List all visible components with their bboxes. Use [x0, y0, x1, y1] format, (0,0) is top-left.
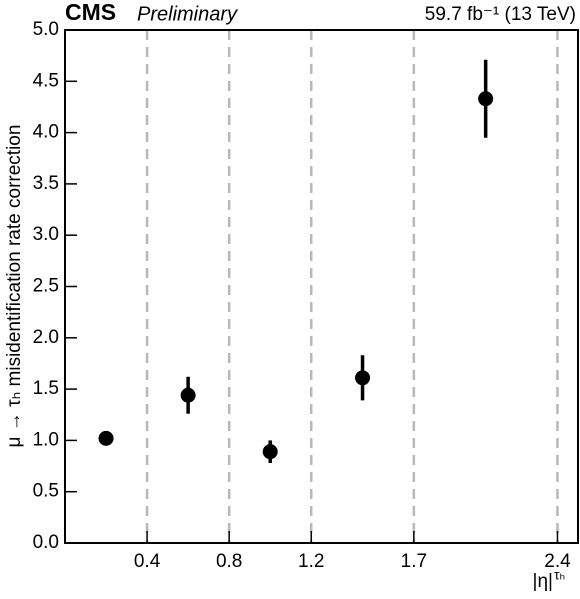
x-axis-label-sup: τₕ: [554, 567, 565, 583]
x-tick-label: 0.4: [134, 551, 161, 572]
plot-frame: [64, 29, 579, 544]
x-tick-label: 1.7: [401, 551, 427, 572]
y-tick-label: 1.5: [33, 378, 59, 399]
status-label: Preliminary: [137, 3, 238, 25]
y-tick-label: 1.0: [33, 429, 59, 450]
y-tick-label: 4.5: [33, 70, 59, 91]
data-point: [478, 91, 494, 107]
y-axis-label: μ → τₕ misidentification rate correction: [4, 125, 25, 448]
data-point: [180, 387, 196, 403]
y-tick-label: 0.0: [33, 532, 59, 553]
data-point: [262, 444, 278, 460]
x-tick-label: 0.8: [216, 551, 242, 572]
y-tick-label: 5.0: [33, 19, 59, 40]
y-tick-label: 2.0: [33, 327, 59, 348]
y-tick-label: 3.0: [33, 224, 59, 245]
y-tick-label: 0.5: [33, 481, 59, 502]
y-tick-label: 2.5: [33, 276, 59, 297]
data-point: [355, 370, 371, 386]
y-tick-label: 3.5: [33, 173, 59, 194]
experiment-label: CMS: [65, 0, 116, 25]
x-axis-label: |η|: [533, 571, 553, 592]
x-tick-label: 1.2: [298, 551, 324, 572]
y-tick-label: 4.0: [33, 122, 59, 143]
data-point: [98, 430, 114, 446]
lumi-label: 59.7 fb⁻¹ (13 TeV): [425, 4, 576, 25]
x-tick-label: 2.4: [544, 551, 571, 572]
